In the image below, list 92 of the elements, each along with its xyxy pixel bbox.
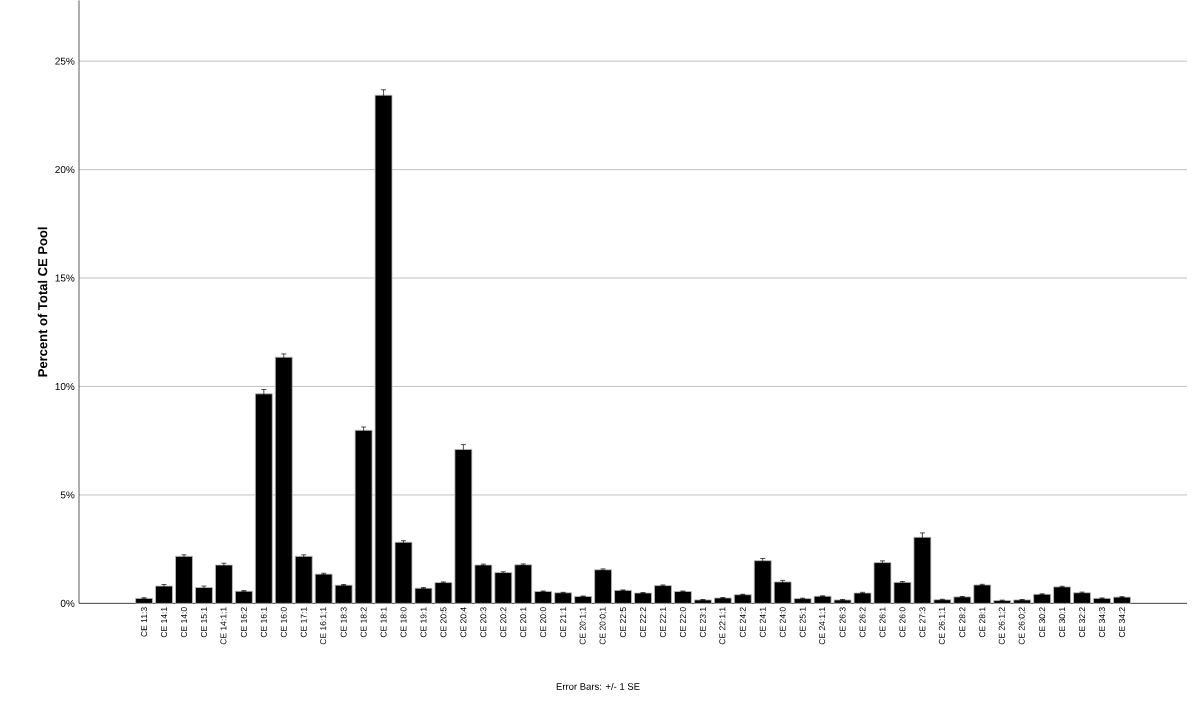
y-tick-label: 25% — [55, 57, 75, 65]
x-tick-label: CE 18:1 — [380, 607, 387, 637]
x-tick-label: CE 15:1 — [200, 607, 207, 637]
bar — [514, 564, 533, 604]
bar — [953, 596, 972, 604]
x-tick-label: CE 28:2 — [959, 607, 966, 637]
bar — [155, 585, 173, 604]
bar — [1013, 599, 1032, 604]
x-tick-label: CE 26:0;2 — [1018, 607, 1026, 645]
x-tick-label: CE 26:1 — [879, 607, 886, 637]
bar — [973, 584, 992, 604]
bar — [674, 590, 692, 604]
x-tick-label: CE 14:1;1 — [220, 607, 228, 645]
y-tick-label: 15% — [55, 274, 75, 282]
bar — [1073, 592, 1091, 604]
x-tick-label: CE 20:1;1 — [579, 607, 587, 645]
x-tick-label: CE 16:0 — [280, 607, 287, 637]
x-tick-label: CE 24:2 — [739, 607, 746, 637]
x-tick-label: CE 20:1 — [520, 607, 527, 637]
x-tick-label: CE 22:2 — [639, 607, 646, 637]
x-tick-label: CE 22:5 — [620, 607, 627, 637]
x-tick-label: CE 18:2 — [360, 607, 367, 637]
x-tick-label: CE 22:0 — [679, 607, 686, 637]
x-tick-label: CE 14:1 — [161, 607, 168, 637]
bar — [554, 592, 573, 604]
x-tick-label: CE 17:1 — [300, 607, 307, 637]
x-tick-label: CE 19:1 — [420, 607, 427, 637]
x-tick-label: CE 16:1;1 — [320, 607, 328, 645]
bar — [494, 572, 513, 604]
bar — [274, 356, 293, 604]
y-tick-label: 10% — [55, 382, 75, 390]
x-tick-label: CE 20:0 — [540, 607, 547, 637]
bar — [733, 594, 752, 604]
bar — [993, 599, 1012, 604]
x-tick-label: CE 20:2 — [500, 607, 507, 637]
bar — [534, 590, 553, 604]
x-tick-label: CE 18:0 — [400, 607, 407, 637]
x-tick-label: CE 26:1;1 — [938, 607, 946, 645]
x-tick-label: CE 28:1 — [979, 607, 986, 637]
bar — [1113, 596, 1131, 604]
bar — [294, 555, 313, 604]
x-tick-label: CE 22:1;1 — [719, 607, 727, 645]
bar — [713, 597, 732, 604]
bar — [574, 595, 592, 604]
x-tick-label: CE 24:0 — [779, 607, 786, 637]
bar — [195, 586, 213, 604]
bar — [594, 569, 612, 604]
bar — [1093, 597, 1111, 604]
x-tick-label: CE 18:3 — [340, 607, 347, 637]
bar — [773, 581, 792, 604]
x-tick-label: CE 11:3 — [141, 607, 148, 637]
x-tick-label: CE 20:3 — [480, 607, 487, 637]
x-tick-label: CE 16:2 — [240, 607, 247, 637]
x-tick-label: CE 20:4 — [460, 606, 467, 637]
x-tick-label: CE 14:0 — [180, 607, 187, 637]
x-tick-label: CE 23:1 — [699, 607, 706, 637]
x-tick-label: CE 30:1 — [1059, 607, 1066, 637]
y-tick-label: 20% — [55, 165, 75, 173]
x-tick-label: CE 21:1 — [560, 607, 567, 637]
x-tick-label: CE 25:1 — [799, 607, 806, 637]
bar — [215, 564, 233, 604]
bar — [1033, 593, 1052, 604]
x-tick-label: CE 26:2 — [859, 607, 866, 637]
bar — [654, 585, 672, 604]
bar — [634, 592, 652, 604]
x-tick-label: CE 24:1;1 — [819, 607, 827, 645]
x-tick-label: CE 30:2 — [1039, 607, 1046, 637]
bar — [135, 597, 153, 604]
y-tick-label: 0% — [60, 599, 75, 607]
bar — [1053, 586, 1071, 604]
y-axis-title: Percent of Total CE Pool — [37, 227, 48, 377]
x-tick-label: CE 22:1 — [659, 607, 666, 637]
bar — [614, 589, 632, 604]
x-tick-label: CE 20:5 — [440, 607, 447, 637]
x-tick-label: CE 34:3 — [1098, 607, 1106, 637]
y-tick-label: 5% — [60, 491, 75, 499]
x-tick-label: CE 16:1 — [260, 607, 267, 637]
text: Error Bars: +/- 1 SE — [556, 682, 640, 690]
bar — [753, 560, 772, 604]
x-tick-label: CE 20:0;1 — [599, 607, 607, 645]
x-tick-label: CE 32:2 — [1079, 607, 1086, 637]
bar — [254, 393, 273, 604]
x-tick-label: CE 26:1;2 — [998, 607, 1006, 645]
bar — [314, 573, 333, 604]
bar — [234, 590, 253, 604]
bar — [693, 599, 712, 604]
x-tick-label: CE 24:1 — [759, 607, 766, 637]
x-tick-label: CE 27:3 — [919, 607, 926, 637]
bar — [175, 555, 193, 604]
x-tick-label: CE 26:0 — [899, 607, 906, 637]
x-tick-label: CE 26:3 — [839, 607, 846, 637]
x-tick-label: CE 34:2 — [1118, 607, 1125, 637]
